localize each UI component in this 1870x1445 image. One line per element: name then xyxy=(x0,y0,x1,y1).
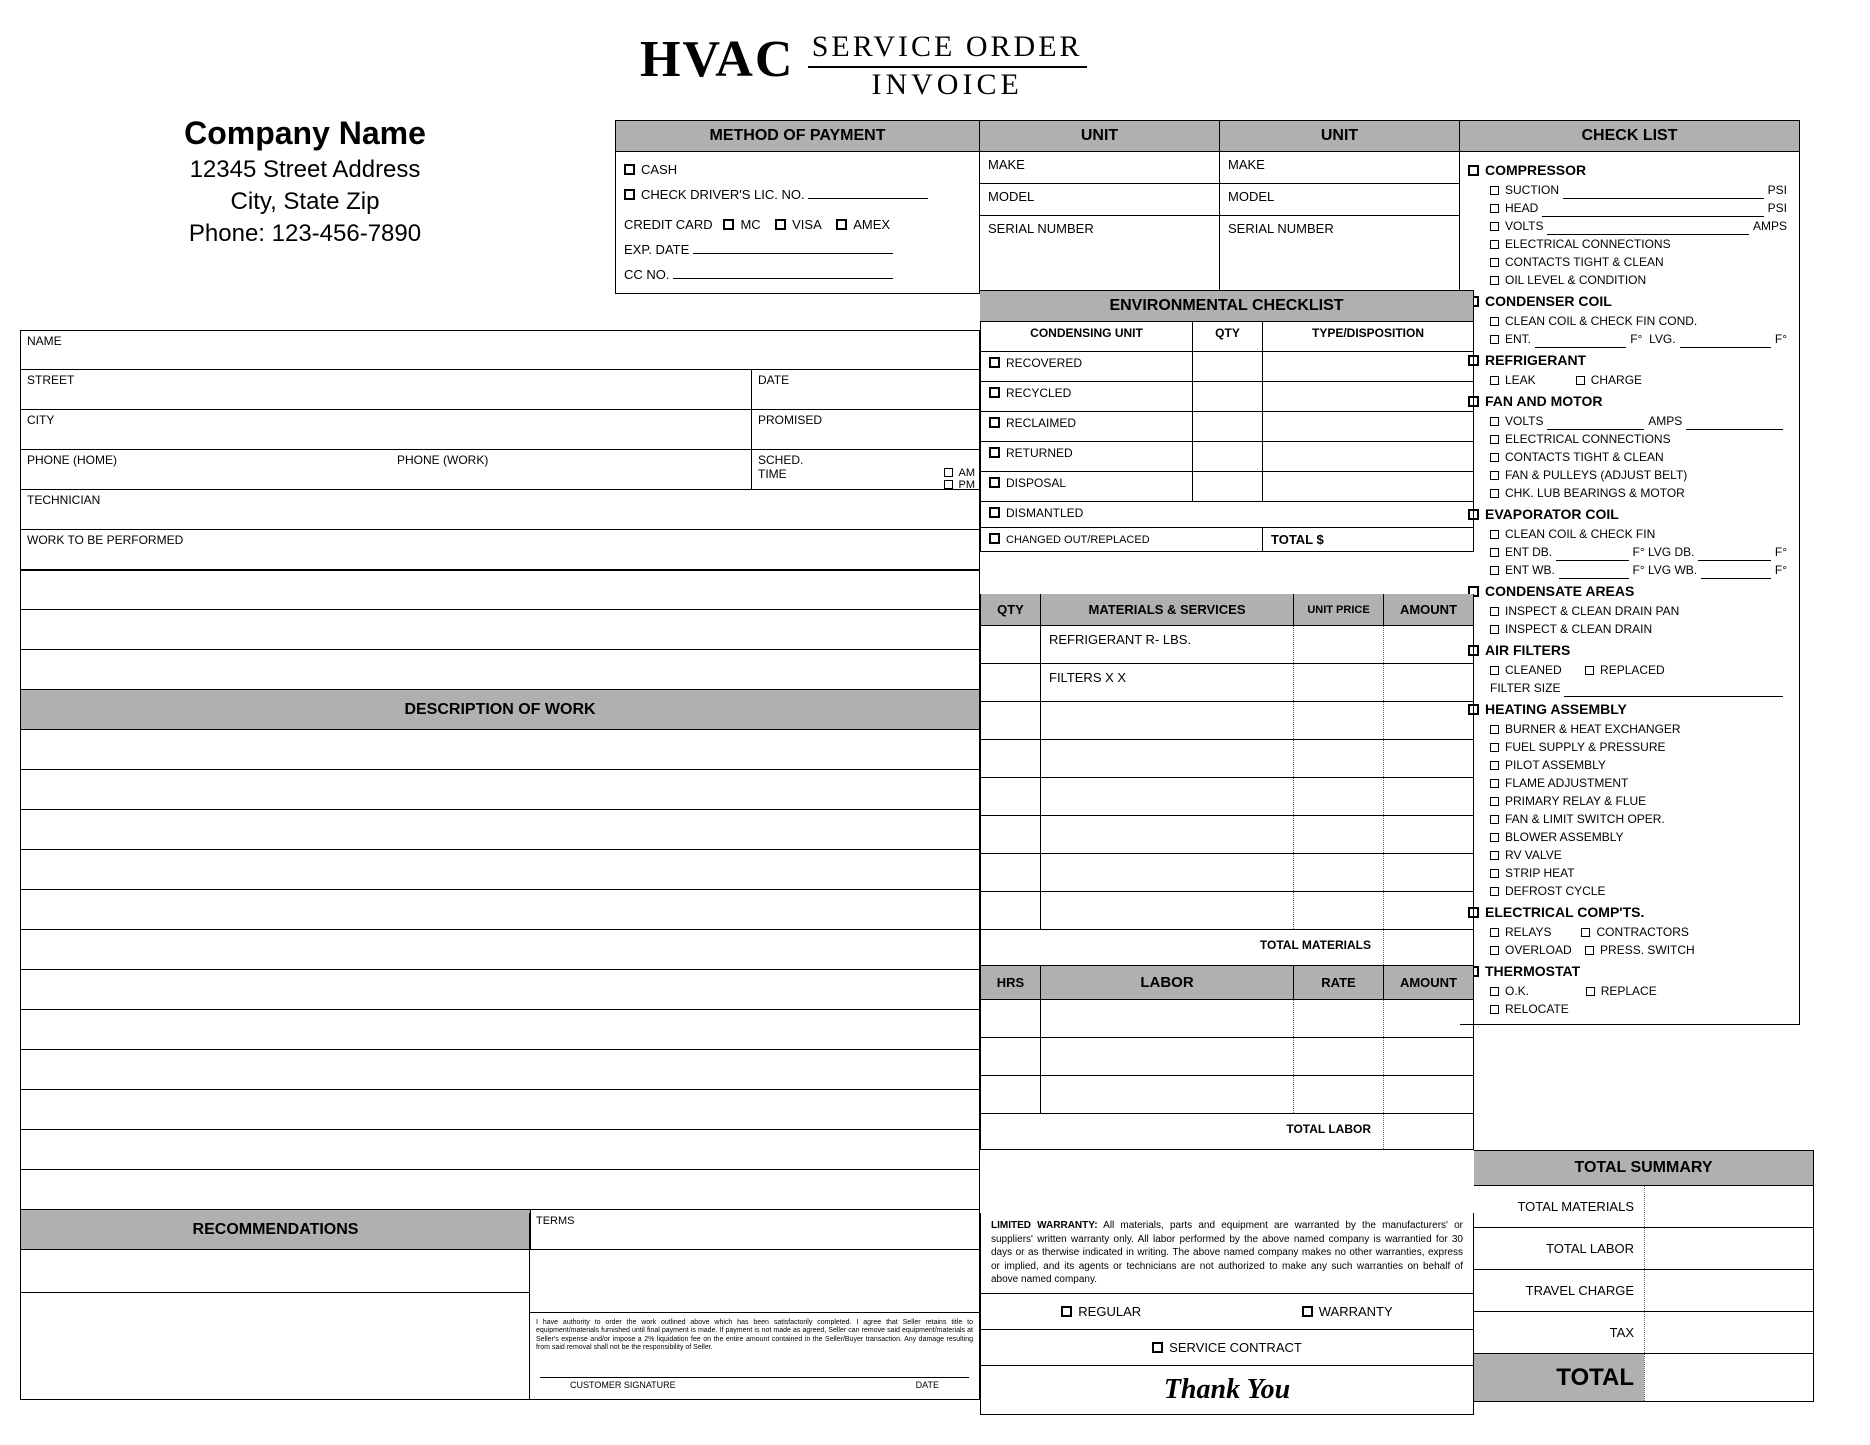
summary-header: TOTAL SUMMARY xyxy=(1474,1150,1814,1186)
header-unit-1: UNIT xyxy=(980,120,1220,152)
chk-check[interactable] xyxy=(624,189,635,200)
unit1-make[interactable]: MAKE xyxy=(980,152,1219,184)
unit-1-box: MAKE MODEL SERIAL NUMBER xyxy=(980,152,1220,294)
chk-amex[interactable] xyxy=(836,219,847,230)
total-materials-row: TOTAL MATERIALS xyxy=(980,930,1474,966)
field-phone-home[interactable]: PHONE (HOME) xyxy=(21,450,391,489)
title-hvac: HVAC xyxy=(640,30,794,89)
total-labor-row: TOTAL LABOR xyxy=(980,1114,1474,1150)
header-checklist: CHECK LIST xyxy=(1460,120,1800,152)
warranty-type-row: REGULAR WARRANTY xyxy=(980,1294,1474,1330)
field-city[interactable]: CITY xyxy=(21,410,751,449)
header-unit-2: UNIT xyxy=(1220,120,1460,152)
summary-area: TOTAL SUMMARY TOTAL MATERIALS TOTAL LABO… xyxy=(1474,1150,1814,1402)
title-service: SERVICE ORDER INVOICE xyxy=(808,30,1087,102)
checklist-box: COMPRESSOR SUCTIONPSI HEADPSI VOLTSAMPS … xyxy=(1460,152,1800,1025)
materials-header: QTY MATERIALS & SERVICES UNIT PRICE AMOU… xyxy=(980,594,1474,626)
field-phone-work[interactable]: PHONE (WORK) xyxy=(391,450,751,489)
labor-header: HRS LABOR RATE AMOUNT xyxy=(980,966,1474,1000)
signature-line[interactable]: CUSTOMER SIGNATURE DATE xyxy=(540,1377,969,1392)
field-name[interactable]: NAME xyxy=(21,331,979,369)
unit2-serial[interactable]: SERIAL NUMBER xyxy=(1220,216,1459,248)
unit1-model[interactable]: MODEL xyxy=(980,184,1219,216)
env-checklist: ENVIRONMENTAL CHECKLIST CONDENSING UNIT … xyxy=(980,290,1474,552)
materials-area: QTY MATERIALS & SERVICES UNIT PRICE AMOU… xyxy=(980,594,1474,1150)
field-date[interactable]: DATE xyxy=(751,370,981,409)
unit2-model[interactable]: MODEL xyxy=(1220,184,1459,216)
auth-text: I have authority to order the work outli… xyxy=(530,1313,979,1359)
service-contract-row: SERVICE CONTRACT xyxy=(980,1330,1474,1366)
chk-compressor[interactable] xyxy=(1468,165,1479,176)
payment-box: CASH CHECK DRIVER'S LIC. NO. CREDIT CARD… xyxy=(615,152,980,294)
chk-mc[interactable] xyxy=(723,219,734,230)
warranty-area: LIMITED WARRANTY: LIMITED WARRANTY: All … xyxy=(980,1213,1474,1415)
desc-work-header: DESCRIPTION OF WORK xyxy=(20,690,980,730)
field-sched[interactable]: SCHED. TIME AMPM xyxy=(751,450,981,489)
work-line[interactable] xyxy=(20,570,980,610)
unit1-serial[interactable]: SERIAL NUMBER xyxy=(980,216,1219,248)
warranty-text: LIMITED WARRANTY: LIMITED WARRANTY: All … xyxy=(980,1213,1474,1294)
thank-you: Thank You xyxy=(980,1366,1474,1415)
field-promised[interactable]: PROMISED xyxy=(751,410,981,449)
chk-visa[interactable] xyxy=(775,219,786,230)
recommendations-area: TERMS I have authority to order the work… xyxy=(20,1213,980,1400)
terms-box[interactable]: TERMS xyxy=(530,1213,979,1313)
description-area: DESCRIPTION OF WORK RECOMMENDATIONS xyxy=(20,570,980,1250)
field-work[interactable]: WORK TO BE PERFORMED xyxy=(21,530,979,569)
header-payment: METHOD OF PAYMENT xyxy=(615,120,980,152)
unit-2-box: MAKE MODEL SERIAL NUMBER xyxy=(1220,152,1460,294)
customer-grid: NAME STREET DATE CITY PROMISED PHONE (HO… xyxy=(20,330,980,570)
chk-cash[interactable] xyxy=(624,164,635,175)
field-street[interactable]: STREET xyxy=(21,370,751,409)
title-block: HVAC SERVICE ORDER INVOICE xyxy=(640,30,1087,102)
env-header: ENVIRONMENTAL CHECKLIST xyxy=(980,290,1474,322)
unit2-make[interactable]: MAKE xyxy=(1220,152,1459,184)
env-total[interactable]: TOTAL $ xyxy=(1262,528,1473,551)
field-technician[interactable]: TECHNICIAN xyxy=(21,490,979,529)
